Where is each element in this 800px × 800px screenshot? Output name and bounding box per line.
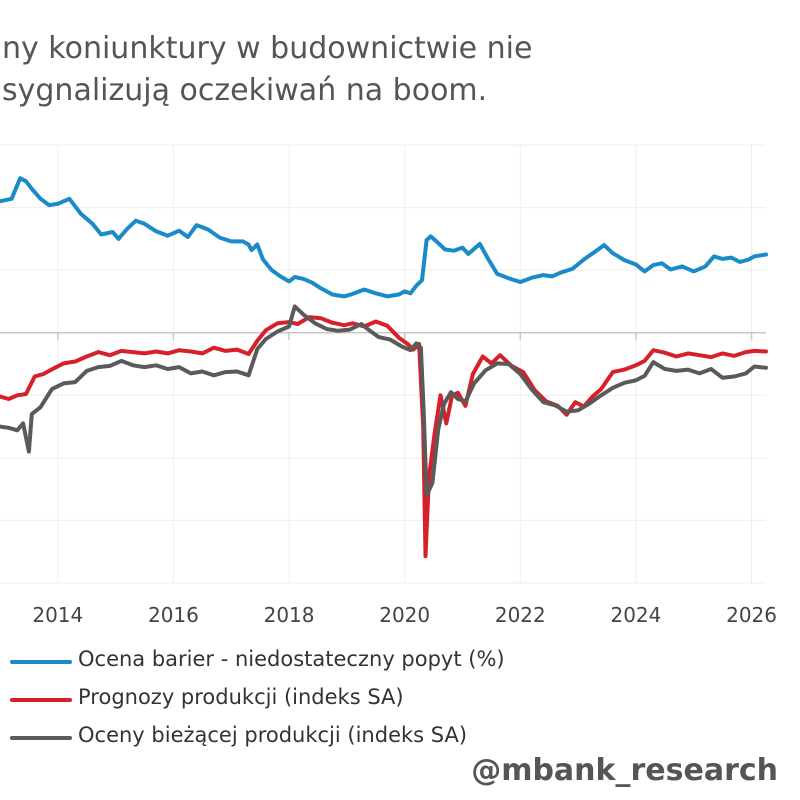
x-tick-label-2024: 2024	[610, 603, 661, 627]
legend-swatch-gray	[10, 736, 72, 740]
x-tick-label-2014: 2014	[32, 603, 83, 627]
legend-label-blue: Ocena barier - niedostateczny popyt (%)	[78, 647, 505, 671]
legend-swatch-blue	[10, 660, 72, 664]
x-tick-label-2018: 2018	[264, 603, 315, 627]
zero-line-layer	[0, 331, 766, 340]
grid-layer	[0, 144, 766, 584]
legend-swatch-red	[10, 698, 72, 702]
legend-label-gray: Oceny bieżącej produkcji (indeks SA)	[78, 723, 468, 747]
series-layer	[0, 176, 768, 559]
x-tick-label-2026: 2026	[726, 603, 777, 627]
x-tick-label-2020: 2020	[379, 603, 430, 627]
x-tick-label-2022: 2022	[495, 603, 546, 627]
chart-title: ny koniunktury w budownictwie nie sygnal…	[0, 28, 800, 112]
series-line-gray	[0, 304, 768, 498]
line-chart: 2014 2016 2018 2020 2022 2024 2026	[0, 144, 777, 627]
series-line-blue	[0, 176, 768, 299]
x-axis-ticks: 2014 2016 2018 2020 2022 2024 2026	[32, 603, 777, 627]
legend-label-red: Prognozy produkcji (indeks SA)	[78, 685, 404, 709]
chart-title-line-1: ny koniunktury w budownictwie nie	[2, 31, 533, 66]
x-tick-label-2016: 2016	[148, 603, 199, 627]
watermark: @mbank_research	[471, 753, 778, 788]
chart-title-line-2: sygnalizują oczekiwań na boom.	[2, 73, 488, 108]
